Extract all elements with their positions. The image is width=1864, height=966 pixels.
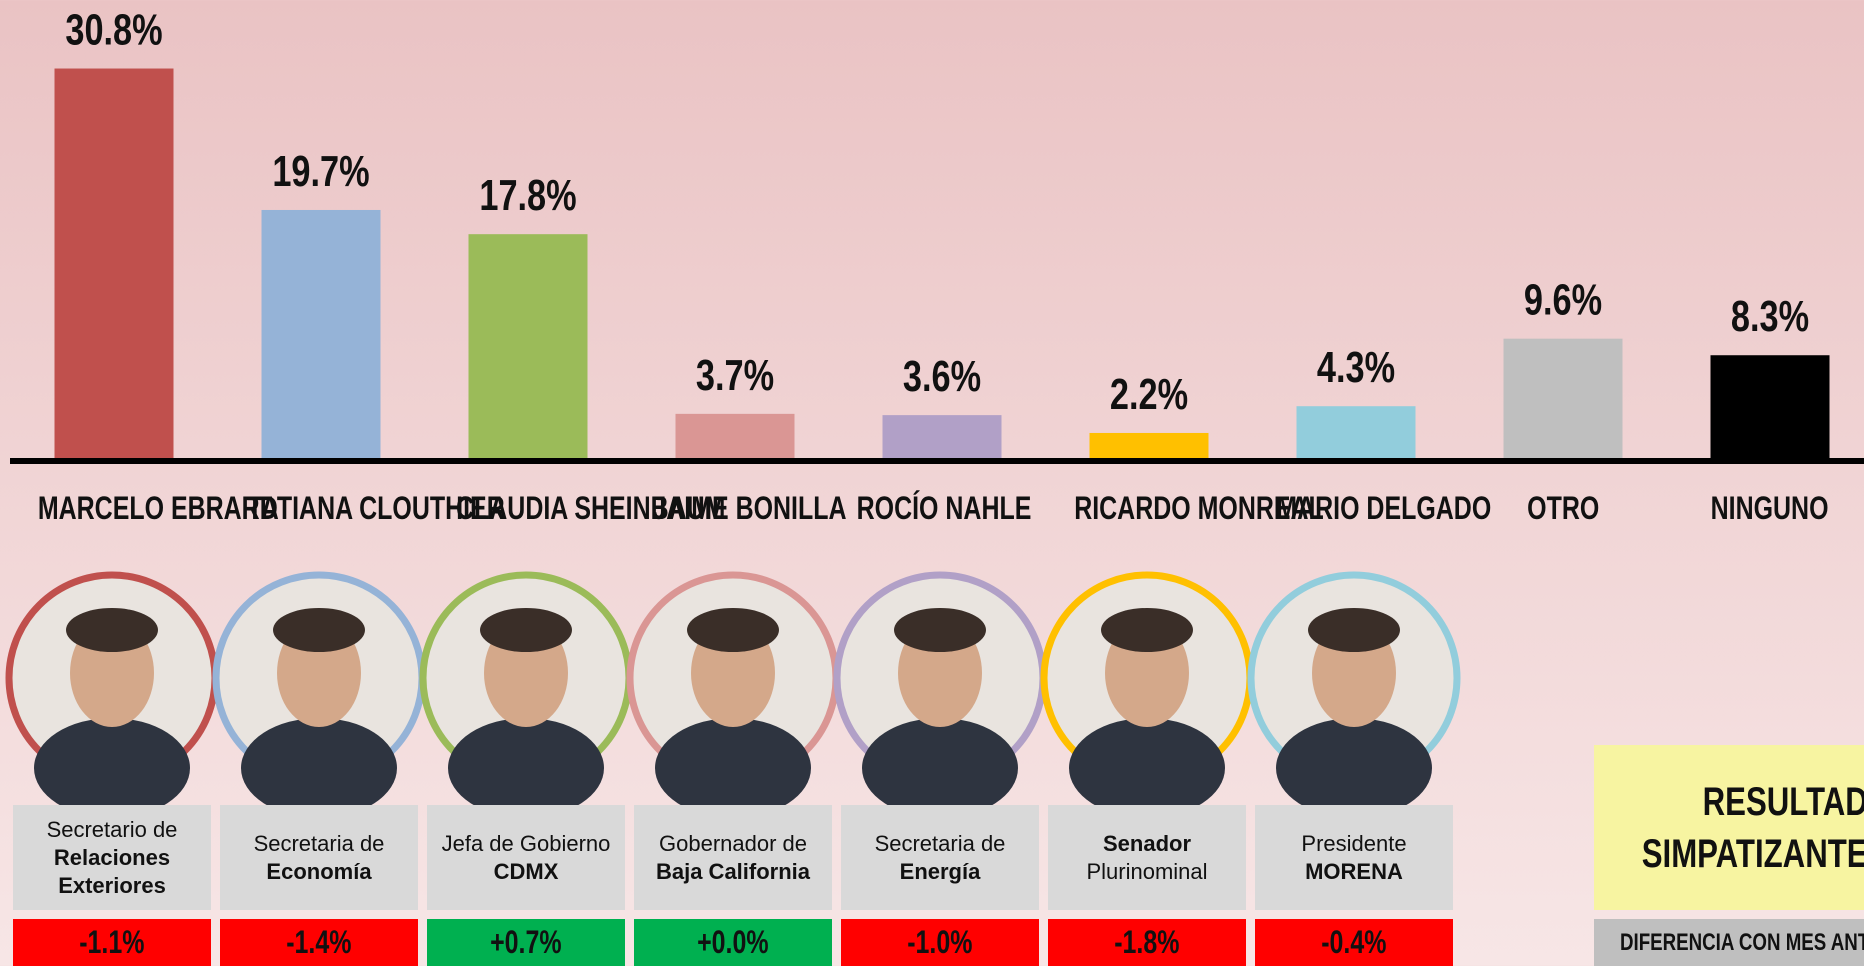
panel-box: RESULTAD SIMPATIZANTE	[1594, 745, 1864, 910]
value-label: 9.6%	[1524, 276, 1602, 325]
role-line: Relaciones	[53, 844, 171, 870]
role-box: Senador Plurinominal	[1048, 805, 1246, 910]
panel-title: RESULTAD	[1702, 779, 1864, 824]
photo-hair	[66, 608, 158, 652]
change-box: -0.4%	[1255, 919, 1453, 966]
change-label: +0.7%	[490, 924, 562, 960]
value-label: 4.3%	[1317, 343, 1395, 392]
role-line: Secretaria de	[874, 830, 1006, 856]
change-label: -1.1%	[79, 924, 145, 960]
bar	[1503, 338, 1623, 461]
category-label: TATIANA CLOUTHIER	[211, 486, 504, 530]
role-line: Presidente	[1301, 830, 1407, 856]
category-label: CLAUDIA SHEINBAUM	[418, 486, 725, 530]
role-box: Jefa de Gobierno CDMX	[427, 805, 625, 910]
value-label: 3.7%	[696, 351, 774, 400]
role-line: Energía	[899, 858, 981, 884]
role-line: MORENA	[1305, 858, 1403, 884]
category-text: OTRO	[1526, 490, 1600, 526]
change-label: -1.0%	[907, 924, 973, 960]
category-text: MARCELO EBRARD	[37, 490, 278, 526]
category-label: OTRO	[1453, 486, 1673, 530]
change-box: -1.8%	[1048, 919, 1246, 966]
role-box: Gobernador de Baja California	[634, 805, 832, 910]
value-label: 17.8%	[479, 171, 576, 220]
change-box: -1.1%	[13, 919, 211, 966]
photo-body	[448, 718, 604, 818]
photo-body	[1276, 718, 1432, 818]
photo-hair	[894, 608, 986, 652]
role-box: Secretario de Relaciones Exteriores	[13, 805, 211, 910]
role-line: Plurinominal	[1086, 858, 1208, 884]
role-line: Senador	[1102, 830, 1192, 856]
category-label: MARIO DELGADO	[1246, 486, 1491, 530]
change-box: -1.4%	[220, 919, 418, 966]
bar	[1089, 432, 1209, 461]
category-text: ROCÍO NAHLE	[856, 490, 1032, 526]
photo-body	[655, 718, 811, 818]
photo-hair	[1101, 608, 1193, 652]
role-line: Secretario de	[46, 816, 178, 842]
category-text: TATIANA CLOUTHIER	[247, 490, 505, 526]
value-label: 30.8%	[65, 5, 162, 54]
role-box: Secretaria de Energía	[841, 805, 1039, 910]
category-text: MARIO DELGADO	[1276, 490, 1492, 526]
bar	[675, 413, 795, 461]
role-box: Secretaria de Economía	[220, 805, 418, 910]
panel-title: SIMPATIZANTE	[1642, 831, 1864, 876]
value-label: 8.3%	[1731, 292, 1809, 341]
photo-hair	[687, 608, 779, 652]
role-line: Baja California	[655, 858, 811, 884]
category-text: CLAUDIA SHEINBAUM	[456, 490, 726, 526]
category-text: JAIME BONILLA	[652, 490, 847, 526]
change-box: +0.0%	[634, 919, 832, 966]
role-line: Jefa de Gobierno	[441, 830, 611, 856]
change-label: -1.8%	[1114, 924, 1180, 960]
role-line: CDMX	[493, 858, 559, 884]
photo-body	[862, 718, 1018, 818]
photo-body	[1069, 718, 1225, 818]
bar	[1710, 355, 1830, 461]
bar	[54, 68, 174, 462]
category-label: ROCÍO NAHLE	[832, 486, 1052, 530]
role-line: Secretaria de	[253, 830, 385, 856]
bar	[261, 209, 381, 461]
category-label: MARCELO EBRARD	[4, 486, 278, 530]
category-label: NINGUNO	[1660, 486, 1864, 530]
photo-hair	[1308, 608, 1400, 652]
role-line: Gobernador de	[659, 830, 807, 856]
photo-hair	[480, 608, 572, 652]
role-box: Presidente MORENA	[1255, 805, 1453, 910]
value-label: 3.6%	[903, 352, 981, 401]
change-box: -1.0%	[841, 919, 1039, 966]
panel-footer: DIFERENCIA CON MES ANTERIO	[1594, 919, 1864, 966]
value-label: 19.7%	[272, 147, 369, 196]
footer-text: DIFERENCIA CON MES ANTERIO	[1620, 928, 1864, 956]
photo-body	[241, 718, 397, 818]
photo-hair	[273, 608, 365, 652]
change-box: +0.7%	[427, 919, 625, 966]
bar	[1296, 406, 1416, 461]
category-label: JAIME BONILLA	[625, 486, 847, 530]
change-label: +0.0%	[697, 924, 769, 960]
category-label: RICARDO MONREAL	[1039, 486, 1324, 530]
value-label: 2.2%	[1110, 370, 1188, 419]
change-label: -0.4%	[1321, 924, 1387, 960]
change-label: -1.4%	[286, 924, 352, 960]
category-text: RICARDO MONREAL	[1074, 490, 1324, 526]
bar	[468, 234, 588, 461]
category-text: NINGUNO	[1711, 490, 1829, 526]
role-line: Exteriores	[58, 872, 166, 898]
bar	[882, 415, 1002, 461]
photo-body	[34, 718, 190, 818]
role-line: Economía	[266, 858, 372, 884]
